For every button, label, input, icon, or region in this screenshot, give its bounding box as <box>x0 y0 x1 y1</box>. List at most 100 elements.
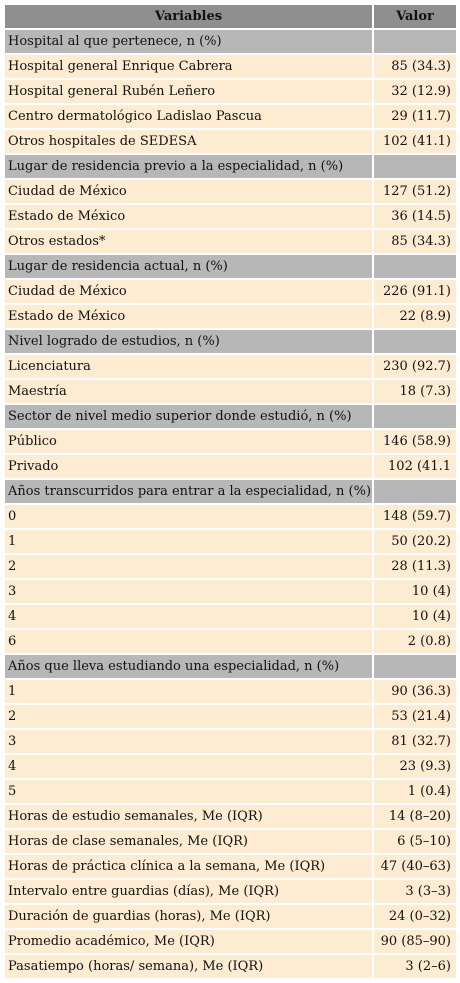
section-label: Lugar de residencia actual, n (%) <box>5 255 372 278</box>
row-label: Privado <box>5 455 372 478</box>
row-value: 36 (14.5) <box>374 205 456 228</box>
row-label: Estado de México <box>5 205 372 228</box>
row-label: 2 <box>5 555 372 578</box>
table: Variables Valor Hospital al que pertenec… <box>5 5 456 980</box>
row-value: 10 (4) <box>374 605 456 628</box>
row-value: 230 (92.7) <box>374 355 456 378</box>
row-label: 6 <box>5 630 372 653</box>
row-value: 85 (34.3) <box>374 230 456 253</box>
data-row: 4 10 (4) <box>5 605 456 628</box>
row-label: 4 <box>5 755 372 778</box>
data-row: Centro dermatológico Ladislao Pascua 29 (… <box>5 105 456 128</box>
data-row: Duración de guardias (horas), Me (IQR) 24… <box>5 905 456 928</box>
row-value: 127 (51.2) <box>374 180 456 203</box>
data-row: Ciudad de México 127 (51.2) <box>5 180 456 203</box>
row-label: 1 <box>5 680 372 703</box>
row-label: Otros hospitales de SEDESA <box>5 130 372 153</box>
data-row: Público 146 (58.9) <box>5 430 456 453</box>
row-label: Intervalo entre guardias (días), Me (IQR… <box>5 880 372 903</box>
row-value: 3 (2–6) <box>374 955 456 978</box>
section-label: Lugar de residencia previo a la especial… <box>5 155 372 178</box>
data-row: Hospital general Rubén Leñero 32 (12.9) <box>5 80 456 103</box>
empty-cell <box>374 480 456 503</box>
row-value: 2 (0.8) <box>374 630 456 653</box>
row-label: Duración de guardias (horas), Me (IQR) <box>5 905 372 928</box>
data-row: 1 90 (36.3) <box>5 680 456 703</box>
section-row: Sector de nivel medio superior donde est… <box>5 405 456 428</box>
row-label: Estado de México <box>5 305 372 328</box>
row-value: 81 (32.7) <box>374 730 456 753</box>
row-value: 1 (0.4) <box>374 780 456 803</box>
row-value: 29 (11.7) <box>374 105 456 128</box>
section-label: Hospital al que pertenece, n (%) <box>5 30 372 53</box>
data-row: Intervalo entre guardias (días), Me (IQR… <box>5 880 456 903</box>
empty-cell <box>374 405 456 428</box>
empty-cell <box>374 655 456 678</box>
data-row: Licenciatura 230 (92.7) <box>5 355 456 378</box>
row-value: 22 (8.9) <box>374 305 456 328</box>
row-label: Promedio académico, Me (IQR) <box>5 930 372 953</box>
row-label: 3 <box>5 580 372 603</box>
data-row: Horas de práctica clínica a la semana, M… <box>5 855 456 878</box>
row-label: Público <box>5 430 372 453</box>
section-row: Hospital al que pertenece, n (%) <box>5 30 456 53</box>
row-label: Otros estados* <box>5 230 372 253</box>
data-row: Estado de México 22 (8.9) <box>5 305 456 328</box>
data-row: 3 10 (4) <box>5 580 456 603</box>
row-value: 23 (9.3) <box>374 755 456 778</box>
row-label: Horas de estudio semanales, Me (IQR) <box>5 805 372 828</box>
data-row: 0 148 (59.7) <box>5 505 456 528</box>
data-row: Otros estados* 85 (34.3) <box>5 230 456 253</box>
section-row: Lugar de residencia previo a la especial… <box>5 155 456 178</box>
row-label: 2 <box>5 705 372 728</box>
section-label: Años que lleva estudiando una especialid… <box>5 655 372 678</box>
empty-cell <box>374 30 456 53</box>
row-label: 1 <box>5 530 372 553</box>
row-label: Hospital general Rubén Leñero <box>5 80 372 103</box>
row-label: Ciudad de México <box>5 180 372 203</box>
row-value: 148 (59.7) <box>374 505 456 528</box>
row-value: 3 (3–3) <box>374 880 456 903</box>
data-row: 4 23 (9.3) <box>5 755 456 778</box>
row-value: 102 (41.1) <box>374 130 456 153</box>
row-label: 4 <box>5 605 372 628</box>
row-label: Maestría <box>5 380 372 403</box>
row-value: 24 (0–32) <box>374 905 456 928</box>
data-row: 3 81 (32.7) <box>5 730 456 753</box>
row-label: Centro dermatológico Ladislao Pascua <box>5 105 372 128</box>
empty-cell <box>374 255 456 278</box>
row-value: 90 (85–90) <box>374 930 456 953</box>
data-row: 2 28 (11.3) <box>5 555 456 578</box>
row-value: 28 (11.3) <box>374 555 456 578</box>
header-cell: Variables <box>5 5 372 28</box>
empty-cell <box>374 155 456 178</box>
header-row: Variables Valor <box>5 5 456 28</box>
row-value: 85 (34.3) <box>374 55 456 78</box>
header-cell: Valor <box>374 5 456 28</box>
row-value: 53 (21.4) <box>374 705 456 728</box>
row-value: 32 (12.9) <box>374 80 456 103</box>
row-value: 226 (91.1) <box>374 280 456 303</box>
section-row: Años que lleva estudiando una especialid… <box>5 655 456 678</box>
row-value: 14 (8–20) <box>374 805 456 828</box>
row-label: Ciudad de México <box>5 280 372 303</box>
row-label: 3 <box>5 730 372 753</box>
data-row: Estado de México 36 (14.5) <box>5 205 456 228</box>
row-label: Horas de clase semanales, Me (IQR) <box>5 830 372 853</box>
section-row: Años transcurridos para entrar a la espe… <box>5 480 456 503</box>
data-row: 1 50 (20.2) <box>5 530 456 553</box>
row-label: 0 <box>5 505 372 528</box>
data-row: Horas de estudio semanales, Me (IQR) 14 (… <box>5 805 456 828</box>
row-value: 90 (36.3) <box>374 680 456 703</box>
row-label: Licenciatura <box>5 355 372 378</box>
data-row: Otros hospitales de SEDESA 102 (41.1) <box>5 130 456 153</box>
data-row: Hospital general Enrique Cabrera 85 (34.3… <box>5 55 456 78</box>
row-value: 18 (7.3) <box>374 380 456 403</box>
row-label: Hospital general Enrique Cabrera <box>5 55 372 78</box>
section-label: Años transcurridos para entrar a la espe… <box>5 480 372 503</box>
section-row: Nivel logrado de estudios, n (%) <box>5 330 456 353</box>
data-row: 2 53 (21.4) <box>5 705 456 728</box>
row-value: 6 (5–10) <box>374 830 456 853</box>
